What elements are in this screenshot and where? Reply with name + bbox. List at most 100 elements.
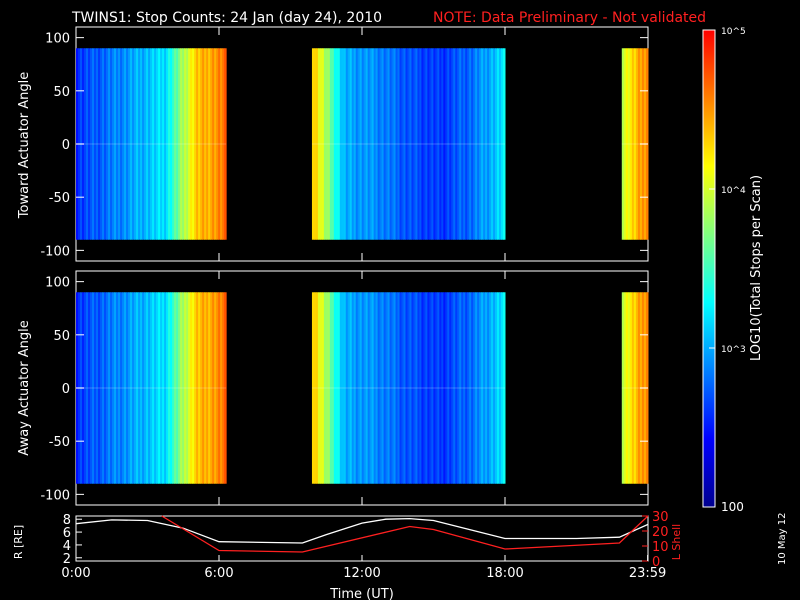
heatmap-cell	[475, 292, 478, 484]
heatmap-cell	[337, 48, 341, 240]
heatmap-cell	[495, 292, 498, 484]
heatmap-cell	[353, 292, 357, 484]
heatmap-cell	[104, 292, 107, 484]
heatmap-cell	[499, 48, 502, 240]
heatmap-cell	[192, 48, 195, 240]
heatmap-cell	[435, 292, 438, 484]
heatmap-cell	[413, 48, 416, 240]
heatmap-cell	[391, 48, 395, 240]
heatmap-cell	[108, 48, 111, 240]
heatmap-cell	[323, 292, 327, 484]
heatmap-cell	[637, 292, 641, 484]
heatmap-cell	[385, 48, 389, 240]
away-y-axis-label: Away Actuator Angle	[17, 320, 32, 455]
heatmap-cell	[351, 48, 355, 240]
heatmap-cell	[323, 48, 327, 240]
heatmap-cell	[375, 48, 379, 240]
heatmap-cell	[128, 48, 131, 240]
time-tick-label: 18:00	[486, 566, 523, 581]
colorbar-tick-label: 10^4	[721, 186, 746, 196]
heatmap-cell	[138, 48, 141, 240]
heatmap-cell	[88, 48, 91, 240]
heatmap-cell	[210, 292, 213, 484]
r-tick-label: 4	[63, 539, 71, 554]
heatmap-cell	[397, 292, 401, 484]
heatmap-cell	[216, 48, 219, 240]
heatmap-cell	[116, 48, 119, 240]
heatmap-cell	[411, 48, 414, 240]
heatmap-cell	[132, 292, 135, 484]
heatmap-cell	[429, 48, 432, 240]
heatmap-cell	[401, 292, 404, 484]
heatmap-cell	[389, 48, 393, 240]
heatmap-cell	[172, 48, 175, 240]
heatmap-cell	[88, 292, 91, 484]
heatmap-cell	[110, 48, 113, 240]
heatmap-cell	[481, 292, 484, 484]
heatmap-cell	[341, 48, 345, 240]
heatmap-cell	[164, 292, 167, 484]
heatmap-cell	[152, 48, 155, 240]
heatmap-cell	[216, 292, 219, 484]
heatmap-cell	[377, 292, 381, 484]
colorbar-tick-label: 10^3	[721, 345, 746, 355]
heatmap-cell	[381, 48, 385, 240]
heatmap-cell	[635, 292, 639, 484]
heatmap-cell	[621, 48, 625, 240]
heatmap-cell	[126, 48, 129, 240]
heatmap-cell	[363, 292, 367, 484]
heatmap-cell	[128, 292, 131, 484]
heatmap-cell	[391, 292, 395, 484]
heatmap-cell	[325, 48, 329, 240]
heatmap-cell	[625, 48, 629, 240]
time-axis-label: Time (UT)	[329, 587, 394, 600]
heatmap-cell	[176, 48, 179, 240]
heatmap-cell	[441, 292, 444, 484]
heatmap-cell	[377, 48, 381, 240]
heatmap-cell	[399, 48, 403, 240]
heatmap-cell	[463, 292, 466, 484]
heatmap-cell	[395, 292, 399, 484]
heatmap-cell	[208, 48, 211, 240]
heatmap-cell	[124, 292, 127, 484]
heatmap-cell	[122, 48, 125, 240]
heatmap-cell	[411, 292, 414, 484]
heatmap-cell	[132, 48, 135, 240]
heatmap-cell	[212, 48, 215, 240]
heatmap-cell	[146, 48, 149, 240]
heatmap-cell	[118, 292, 121, 484]
heatmap-cell	[477, 292, 480, 484]
heatmap-cell	[214, 48, 217, 240]
heatmap-cell	[459, 292, 462, 484]
heatmap-cell	[124, 48, 127, 240]
heatmap-cell	[333, 292, 337, 484]
heatmap-cell	[469, 48, 472, 240]
heatmap-cell	[503, 48, 506, 240]
heatmap-cell	[371, 48, 375, 240]
heatmap-cell	[319, 292, 323, 484]
heatmap-cell	[367, 48, 371, 240]
data-note: NOTE: Data Preliminary - Not validated	[433, 10, 706, 26]
heatmap-cell	[463, 48, 466, 240]
heatmap-cell	[186, 292, 189, 484]
heatmap-cell	[461, 292, 464, 484]
heatmap-cell	[192, 292, 195, 484]
heatmap-cell	[204, 48, 207, 240]
heatmap-cell	[633, 48, 637, 240]
y-tick-label: 50	[53, 85, 70, 100]
heatmap-cell	[94, 292, 97, 484]
heatmap-cell	[84, 292, 87, 484]
heatmap-cell	[453, 292, 456, 484]
heatmap-cell	[633, 292, 637, 484]
heatmap-cell	[383, 292, 387, 484]
colorbar: 10^5 10^4 10^3 100 LOG10(Total Stops per Sc…	[702, 27, 764, 514]
heatmap-cell	[317, 48, 321, 240]
r-axis-label: R [RE]	[12, 525, 25, 559]
colorbar-ticks: 10^5 10^4 10^3 100	[709, 27, 746, 514]
heatmap-cell	[142, 48, 145, 240]
heatmap-cell	[86, 292, 89, 484]
heatmap-cell	[158, 292, 161, 484]
heatmap-cell	[170, 48, 173, 240]
heatmap-cell	[96, 48, 99, 240]
